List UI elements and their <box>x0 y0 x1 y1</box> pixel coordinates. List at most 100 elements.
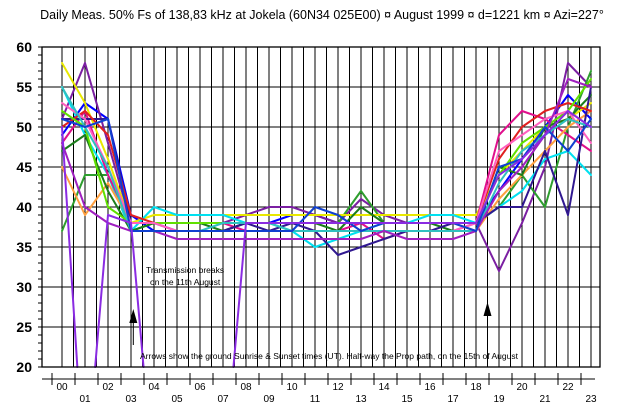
series-line-day-e <box>222 214 247 224</box>
series-line-day-i <box>567 86 592 216</box>
series-line-day-k <box>61 110 86 128</box>
series-line-day-o <box>314 206 339 216</box>
series-line-day-f <box>521 110 546 120</box>
y-tick-label: 35 <box>16 239 32 255</box>
x-tick-label: 04 <box>148 382 160 393</box>
series-line-day-h <box>61 134 86 152</box>
sunset-arrow-head <box>483 302 492 316</box>
series-line-day-k <box>567 78 592 112</box>
sunrise-arrow-head <box>129 309 138 323</box>
series-line-day-o <box>452 222 477 232</box>
chart-title: Daily Meas. 50% Fs of 138,83 kHz at Joke… <box>40 8 604 22</box>
series-line-day-e <box>521 158 546 192</box>
series-line-day-l <box>61 102 86 120</box>
series-line-day-c <box>360 190 385 224</box>
series-line-day-o <box>107 118 132 232</box>
series-line-day-i <box>337 246 362 256</box>
series-line-day-i <box>429 222 454 232</box>
x-tick-label: 22 <box>562 382 574 393</box>
series-line-day-h <box>84 134 109 192</box>
series-line-day-h <box>337 206 362 232</box>
series-line-day-n <box>475 190 500 232</box>
break-note-line2: on the 11th August <box>150 277 221 287</box>
series-line-day-m <box>61 86 86 128</box>
series-line-day-11-break <box>61 126 79 368</box>
series-line-day-11-break <box>232 222 247 368</box>
series-line-day-11-break <box>130 222 145 368</box>
series-line-day-j <box>521 110 546 128</box>
series-line-day-b <box>498 222 523 272</box>
series-line-day-i <box>521 150 546 208</box>
series-line-day-h <box>130 222 155 232</box>
x-tick-label: 19 <box>493 394 505 405</box>
series-line-day-b <box>245 206 270 216</box>
x-tick-label: 01 <box>79 394 91 405</box>
series-line-day-l <box>567 110 592 144</box>
series-line-day-j <box>130 214 155 224</box>
series-line-day-d <box>84 102 109 160</box>
x-tick-label: 17 <box>447 394 459 405</box>
y-tick-label: 45 <box>16 159 32 175</box>
series-line-day-b <box>383 214 408 224</box>
series-line-day-11-break <box>107 214 132 224</box>
x-tick-label: 23 <box>585 394 597 405</box>
series-line-day-b <box>291 206 316 216</box>
series-line-day-11-break <box>567 110 592 128</box>
y-tick-label: 30 <box>16 279 32 295</box>
series-line-day-11-break <box>94 214 109 368</box>
series-line-day-b <box>521 166 546 224</box>
x-tick-label: 18 <box>470 382 482 393</box>
series-line-day-h <box>107 190 132 232</box>
series-line-day-m <box>84 126 109 168</box>
series-line-day-i <box>291 222 316 232</box>
series-line-day-n <box>84 206 109 224</box>
series-line-day-n <box>61 142 86 208</box>
y-tick-label: 25 <box>16 319 32 335</box>
arrows-note: Arrows show the ground Sunrise & Sunset … <box>140 351 519 361</box>
series-line-day-k <box>498 142 523 176</box>
x-tick-label: 10 <box>286 382 298 393</box>
series-line-day-g <box>521 150 546 176</box>
x-tick-label: 02 <box>102 382 114 393</box>
series-line-day-l <box>498 134 523 152</box>
annotations: Transmission breaks on the 11th August A… <box>129 265 519 361</box>
series-line-day-n <box>360 230 385 240</box>
series-line-day-b <box>475 222 500 272</box>
series-group <box>61 62 592 368</box>
series-line-day-i <box>360 238 385 248</box>
x-tick-label: 09 <box>263 394 275 405</box>
series-line-day-l <box>521 118 546 136</box>
series-line-day-l <box>544 110 569 120</box>
x-tick-label: 05 <box>171 394 183 405</box>
y-tick-label: 40 <box>16 199 32 215</box>
series-line-day-d <box>61 62 86 104</box>
series-line-day-m <box>199 222 224 232</box>
series-line-day-k <box>84 126 109 208</box>
y-tick-label: 20 <box>16 359 32 375</box>
x-tick-label: 15 <box>401 394 413 405</box>
break-note-line1: Transmission breaks <box>146 265 224 275</box>
series-line-day-b <box>61 62 86 120</box>
series-line-day-e <box>498 190 523 208</box>
x-tick-label: 20 <box>516 382 528 393</box>
x-tick-label: 21 <box>539 394 551 405</box>
series-line-day-e <box>153 206 178 216</box>
series-line-day-o <box>84 118 109 128</box>
series-line-day-e <box>567 150 592 176</box>
series-line-day-c <box>521 174 546 208</box>
series-line-day-n <box>107 222 132 232</box>
series-line-day-11-break <box>521 134 546 160</box>
series-line-day-n <box>567 78 592 88</box>
x-tick-label: 14 <box>378 382 390 393</box>
series-line-day-l <box>153 222 178 232</box>
x-tick-label: 07 <box>217 394 229 405</box>
series-line-day-n <box>153 230 178 240</box>
series-line-day-e <box>452 214 477 224</box>
series-line-day-f <box>567 134 592 152</box>
series-line-day-b <box>314 214 339 224</box>
x-tick-label: 00 <box>56 382 68 393</box>
series-line-day-11-break <box>544 110 569 136</box>
series-line-day-e <box>544 150 569 160</box>
y-axis: 60 55 50 45 40 35 30 25 20 <box>16 39 42 375</box>
series-line-day-i <box>544 150 569 216</box>
